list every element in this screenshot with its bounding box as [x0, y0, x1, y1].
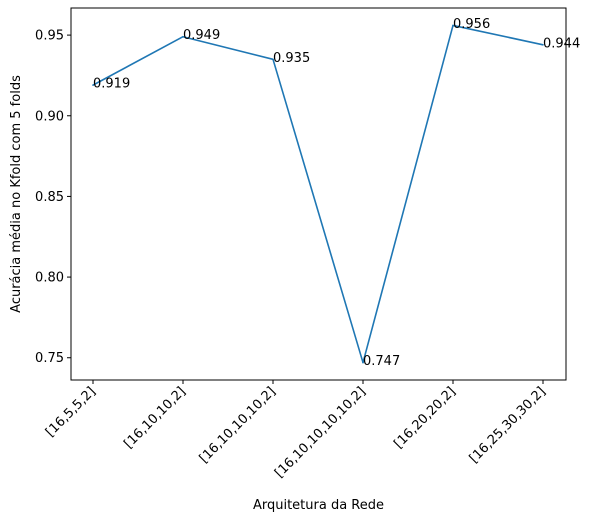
data-point — [182, 35, 184, 38]
data-label: 0.935 — [273, 51, 310, 66]
data-point — [272, 58, 274, 61]
data-label: 0.944 — [543, 36, 580, 51]
data-label: 0.949 — [183, 28, 220, 43]
data-labels-layer: 0.919 0.949 0.935 0.747 0.956 0.944 — [93, 17, 580, 369]
data-label: 0.747 — [363, 354, 400, 369]
series-line — [92, 24, 544, 364]
data-point — [542, 43, 544, 46]
y-axis-title: Acurácia média no Kfold com 5 folds — [9, 75, 24, 313]
data-label: 0.956 — [453, 17, 490, 32]
data-point — [362, 361, 364, 364]
plot-area-frame — [70, 7, 567, 381]
x-axis-title: Arquitetura da Rede — [253, 498, 384, 513]
y-tick-label: 0.85 — [35, 190, 64, 205]
y-tick-label: 0.80 — [35, 271, 64, 286]
y-tick-label: 0.75 — [35, 351, 64, 366]
data-point — [92, 84, 94, 86]
y-tick-label: 0.95 — [35, 29, 64, 44]
series-layer — [92, 24, 544, 364]
data-point — [452, 24, 454, 27]
y-tick-label: 0.90 — [35, 109, 64, 124]
data-label: 0.919 — [93, 77, 130, 92]
